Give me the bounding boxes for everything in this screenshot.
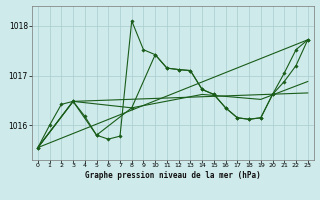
X-axis label: Graphe pression niveau de la mer (hPa): Graphe pression niveau de la mer (hPa) <box>85 171 261 180</box>
